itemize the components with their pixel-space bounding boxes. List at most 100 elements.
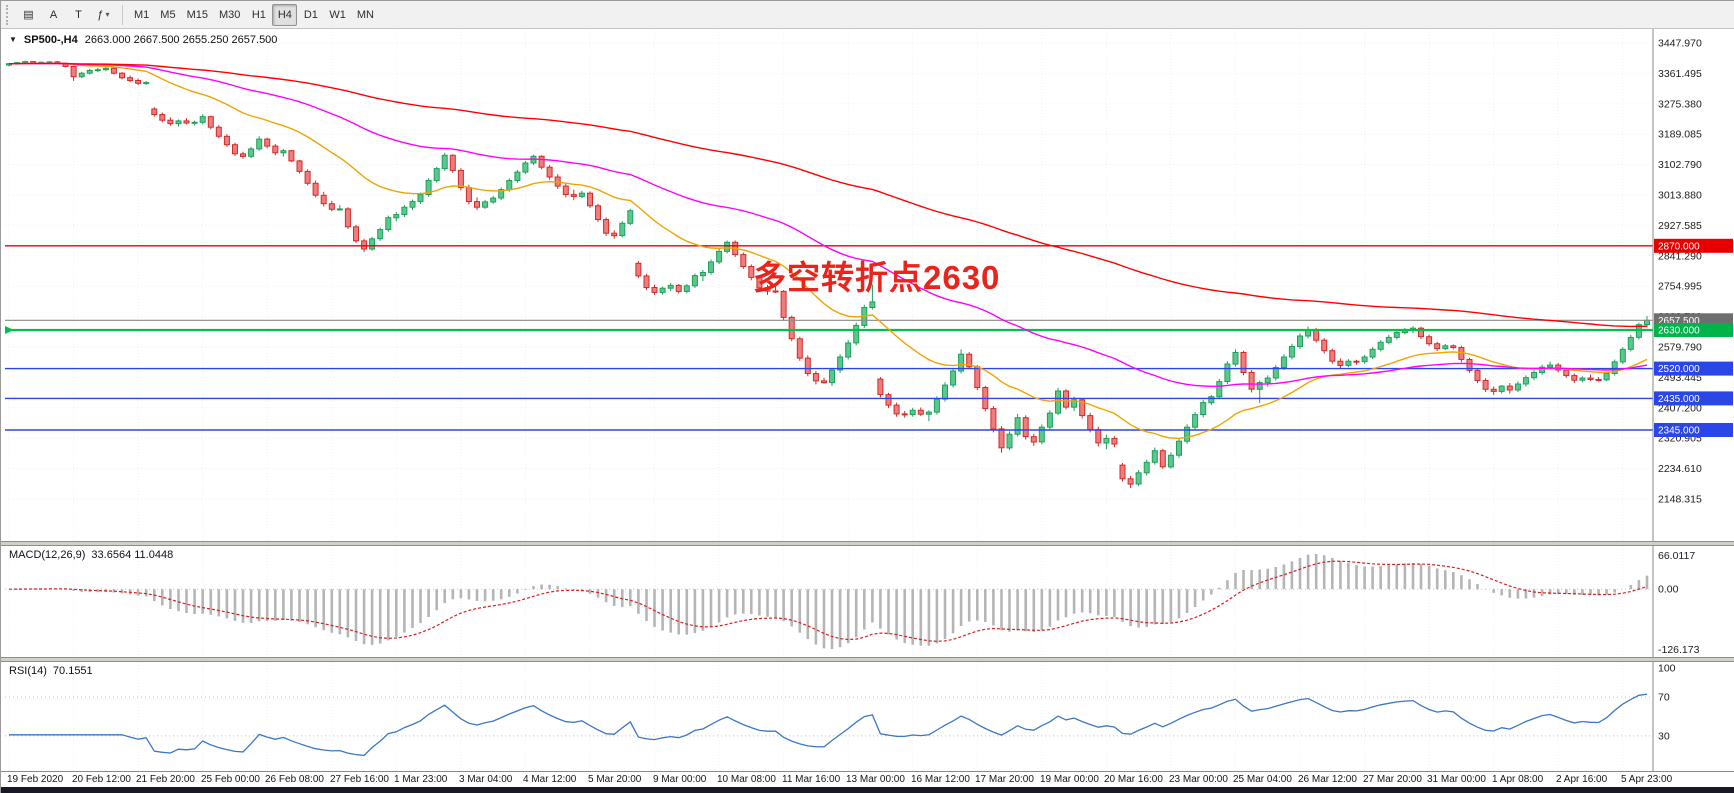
svg-text:2520.000: 2520.000 — [1658, 364, 1700, 375]
time-axis-label: 27 Mar 20:00 — [1363, 774, 1422, 785]
svg-text:66.0117: 66.0117 — [1658, 550, 1695, 562]
timeframe-h4-button[interactable]: H4 — [272, 3, 298, 26]
svg-text:3102.790: 3102.790 — [1658, 159, 1702, 171]
text-tool-icon: T — [75, 8, 82, 21]
cursor-tool-icon: A — [49, 8, 58, 21]
time-axis-label: 27 Feb 16:00 — [330, 774, 389, 785]
rsi-splitter[interactable] — [1, 657, 1734, 662]
svg-text:2345.000: 2345.000 — [1658, 426, 1700, 437]
rsi-grid — [5, 662, 1653, 771]
candles-layer — [6, 60, 1650, 488]
time-axis-label: 19 Feb 2020 — [7, 774, 64, 785]
macd-values: 33.6564 11.0448 — [91, 549, 174, 561]
timeframe-d1-button[interactable]: D1 — [298, 4, 323, 26]
cursor-tool-button[interactable]: A — [41, 4, 66, 26]
timeframe-h1-button[interactable]: H1 — [246, 4, 271, 26]
time-axis-label: 1 Apr 08:00 — [1492, 774, 1544, 785]
time-axis-label: 26 Feb 08:00 — [265, 774, 324, 785]
time-axis-label: 5 Apr 23:00 — [1621, 774, 1673, 785]
timeframe-m5-button[interactable]: M5 — [155, 4, 180, 26]
rsi-panel: 100 70 30 RSI(14) 70.1551 — [1, 662, 1734, 771]
time-axis-label: 16 Mar 12:00 — [911, 774, 970, 785]
svg-text:2630.000: 2630.000 — [1658, 326, 1700, 337]
svg-text:2754.995: 2754.995 — [1658, 281, 1702, 293]
rsi-axis-labels: 100 70 30 — [1658, 663, 1676, 743]
time-axis-label: 23 Mar 00:00 — [1169, 774, 1228, 785]
time-axis-label: 31 Mar 00:00 — [1427, 774, 1486, 785]
levels-layer — [5, 245, 1653, 431]
svg-text:30: 30 — [1658, 730, 1670, 742]
time-axis-label: 21 Feb 20:00 — [136, 774, 195, 785]
time-axis-label: 20 Mar 16:00 — [1104, 774, 1163, 785]
level-tag-2520.000[interactable] — [1654, 361, 1733, 376]
svg-text:100: 100 — [1658, 663, 1676, 675]
toolbar-drag-handle[interactable] — [6, 4, 12, 25]
svg-text:3189.085: 3189.085 — [1658, 129, 1702, 141]
timeframe-mn-button[interactable]: MN — [352, 4, 379, 26]
rsi-canvas[interactable]: 100 70 30 — [1, 662, 1734, 771]
level-tag-2345.000[interactable] — [1654, 423, 1733, 437]
svg-text:2234.610: 2234.610 — [1658, 463, 1702, 475]
time-axis-label: 26 Mar 12:00 — [1298, 774, 1357, 785]
svg-text:-126.173: -126.173 — [1658, 644, 1700, 656]
time-axis-label: 1 Mar 23:00 — [394, 774, 448, 785]
svg-text:2870.000: 2870.000 — [1658, 241, 1700, 252]
time-axis-label: 4 Mar 12:00 — [523, 774, 577, 785]
svg-text:2927.585: 2927.585 — [1658, 220, 1702, 232]
time-axis-label: 25 Mar 04:00 — [1233, 774, 1292, 785]
toolbar-separator — [122, 4, 123, 25]
svg-text:2657.500: 2657.500 — [1658, 316, 1700, 327]
timeframe-m1-button[interactable]: M1 — [129, 4, 154, 26]
time-axis-label: 3 Mar 04:00 — [459, 774, 513, 785]
time-axis-label: 9 Mar 00:00 — [653, 774, 707, 785]
charts-grid-button[interactable]: ▤ — [16, 4, 41, 26]
level-tag-2435.000[interactable] — [1654, 391, 1733, 406]
ma-fast-line — [8, 62, 1648, 440]
macd-splitter[interactable] — [1, 541, 1734, 546]
rsi-label: RSI(14) — [9, 665, 47, 677]
svg-text:3275.380: 3275.380 — [1658, 98, 1702, 110]
macd-label: MACD(12,26,9) — [9, 549, 86, 561]
price-chart-panel: 3447.970 3361.495 3275.380 3189.085 3102.790… — [1, 29, 1734, 541]
symbol-period-label: SP500-,H4 — [23, 34, 78, 46]
macd-panel: 66.0117 0.00 -126.173 MACD(12,26,9) 33.656… — [1, 546, 1734, 657]
svg-text:2435.000: 2435.000 — [1658, 394, 1700, 405]
level-tag-2630.000[interactable] — [1654, 323, 1733, 337]
time-axis-label: 11 Mar 16:00 — [782, 774, 841, 785]
ohlc-values-label: 2663.000 2667.500 2655.250 2657.500 — [84, 34, 278, 46]
bottom-strip — [1, 787, 1734, 793]
text-tool-button[interactable]: T — [66, 4, 91, 26]
level-tag-2870.000[interactable] — [1654, 238, 1733, 253]
time-axis-label: 10 Mar 08:00 — [717, 774, 776, 785]
ma-mid-line — [9, 62, 1648, 388]
time-axis-label: 17 Mar 20:00 — [975, 774, 1034, 785]
time-axis[interactable]: 19 Feb 2020 20 Feb 12:00 21 Feb 20:00 25 Fe… — [1, 771, 1734, 787]
svg-text:3447.970: 3447.970 — [1658, 38, 1702, 50]
macd-canvas[interactable]: 66.0117 0.00 -126.173 — [1, 546, 1734, 657]
macd-signal-line — [8, 560, 1648, 642]
time-axis-label: 2 Apr 16:00 — [1556, 774, 1608, 785]
rsi-value: 70.1551 — [52, 665, 93, 677]
svg-text:0.00: 0.00 — [1658, 584, 1679, 596]
ma-slow-line — [9, 62, 1647, 328]
indicators-dropdown-button[interactable]: ƒ ▾ — [91, 4, 116, 26]
svg-text:3361.495: 3361.495 — [1658, 68, 1702, 80]
chart-collapse-icon[interactable]: ▼ — [9, 35, 17, 44]
price-chart-canvas[interactable]: 3447.970 3361.495 3275.380 3189.085 3102.790… — [1, 29, 1734, 541]
svg-text:2579.790: 2579.790 — [1658, 342, 1702, 354]
macd-axis-labels: 66.0117 0.00 -126.173 — [1658, 550, 1700, 656]
time-axis-label: 19 Mar 00:00 — [1040, 774, 1099, 785]
timeframe-w1-button[interactable]: W1 — [324, 4, 351, 26]
svg-text:2148.315: 2148.315 — [1658, 494, 1702, 506]
time-axis-label: 25 Feb 00:00 — [201, 774, 260, 785]
charts-grid-icon: ▤ — [23, 9, 34, 21]
time-axis-label: 5 Mar 20:00 — [588, 774, 642, 785]
chevron-down-icon: ▾ — [105, 10, 110, 19]
timeframe-m30-button[interactable]: M30 — [214, 4, 245, 26]
annotation-text[interactable]: 多空转折点2630 — [753, 259, 1001, 296]
timeframe-m15-button[interactable]: M15 — [182, 4, 213, 26]
price-marker — [5, 326, 14, 334]
